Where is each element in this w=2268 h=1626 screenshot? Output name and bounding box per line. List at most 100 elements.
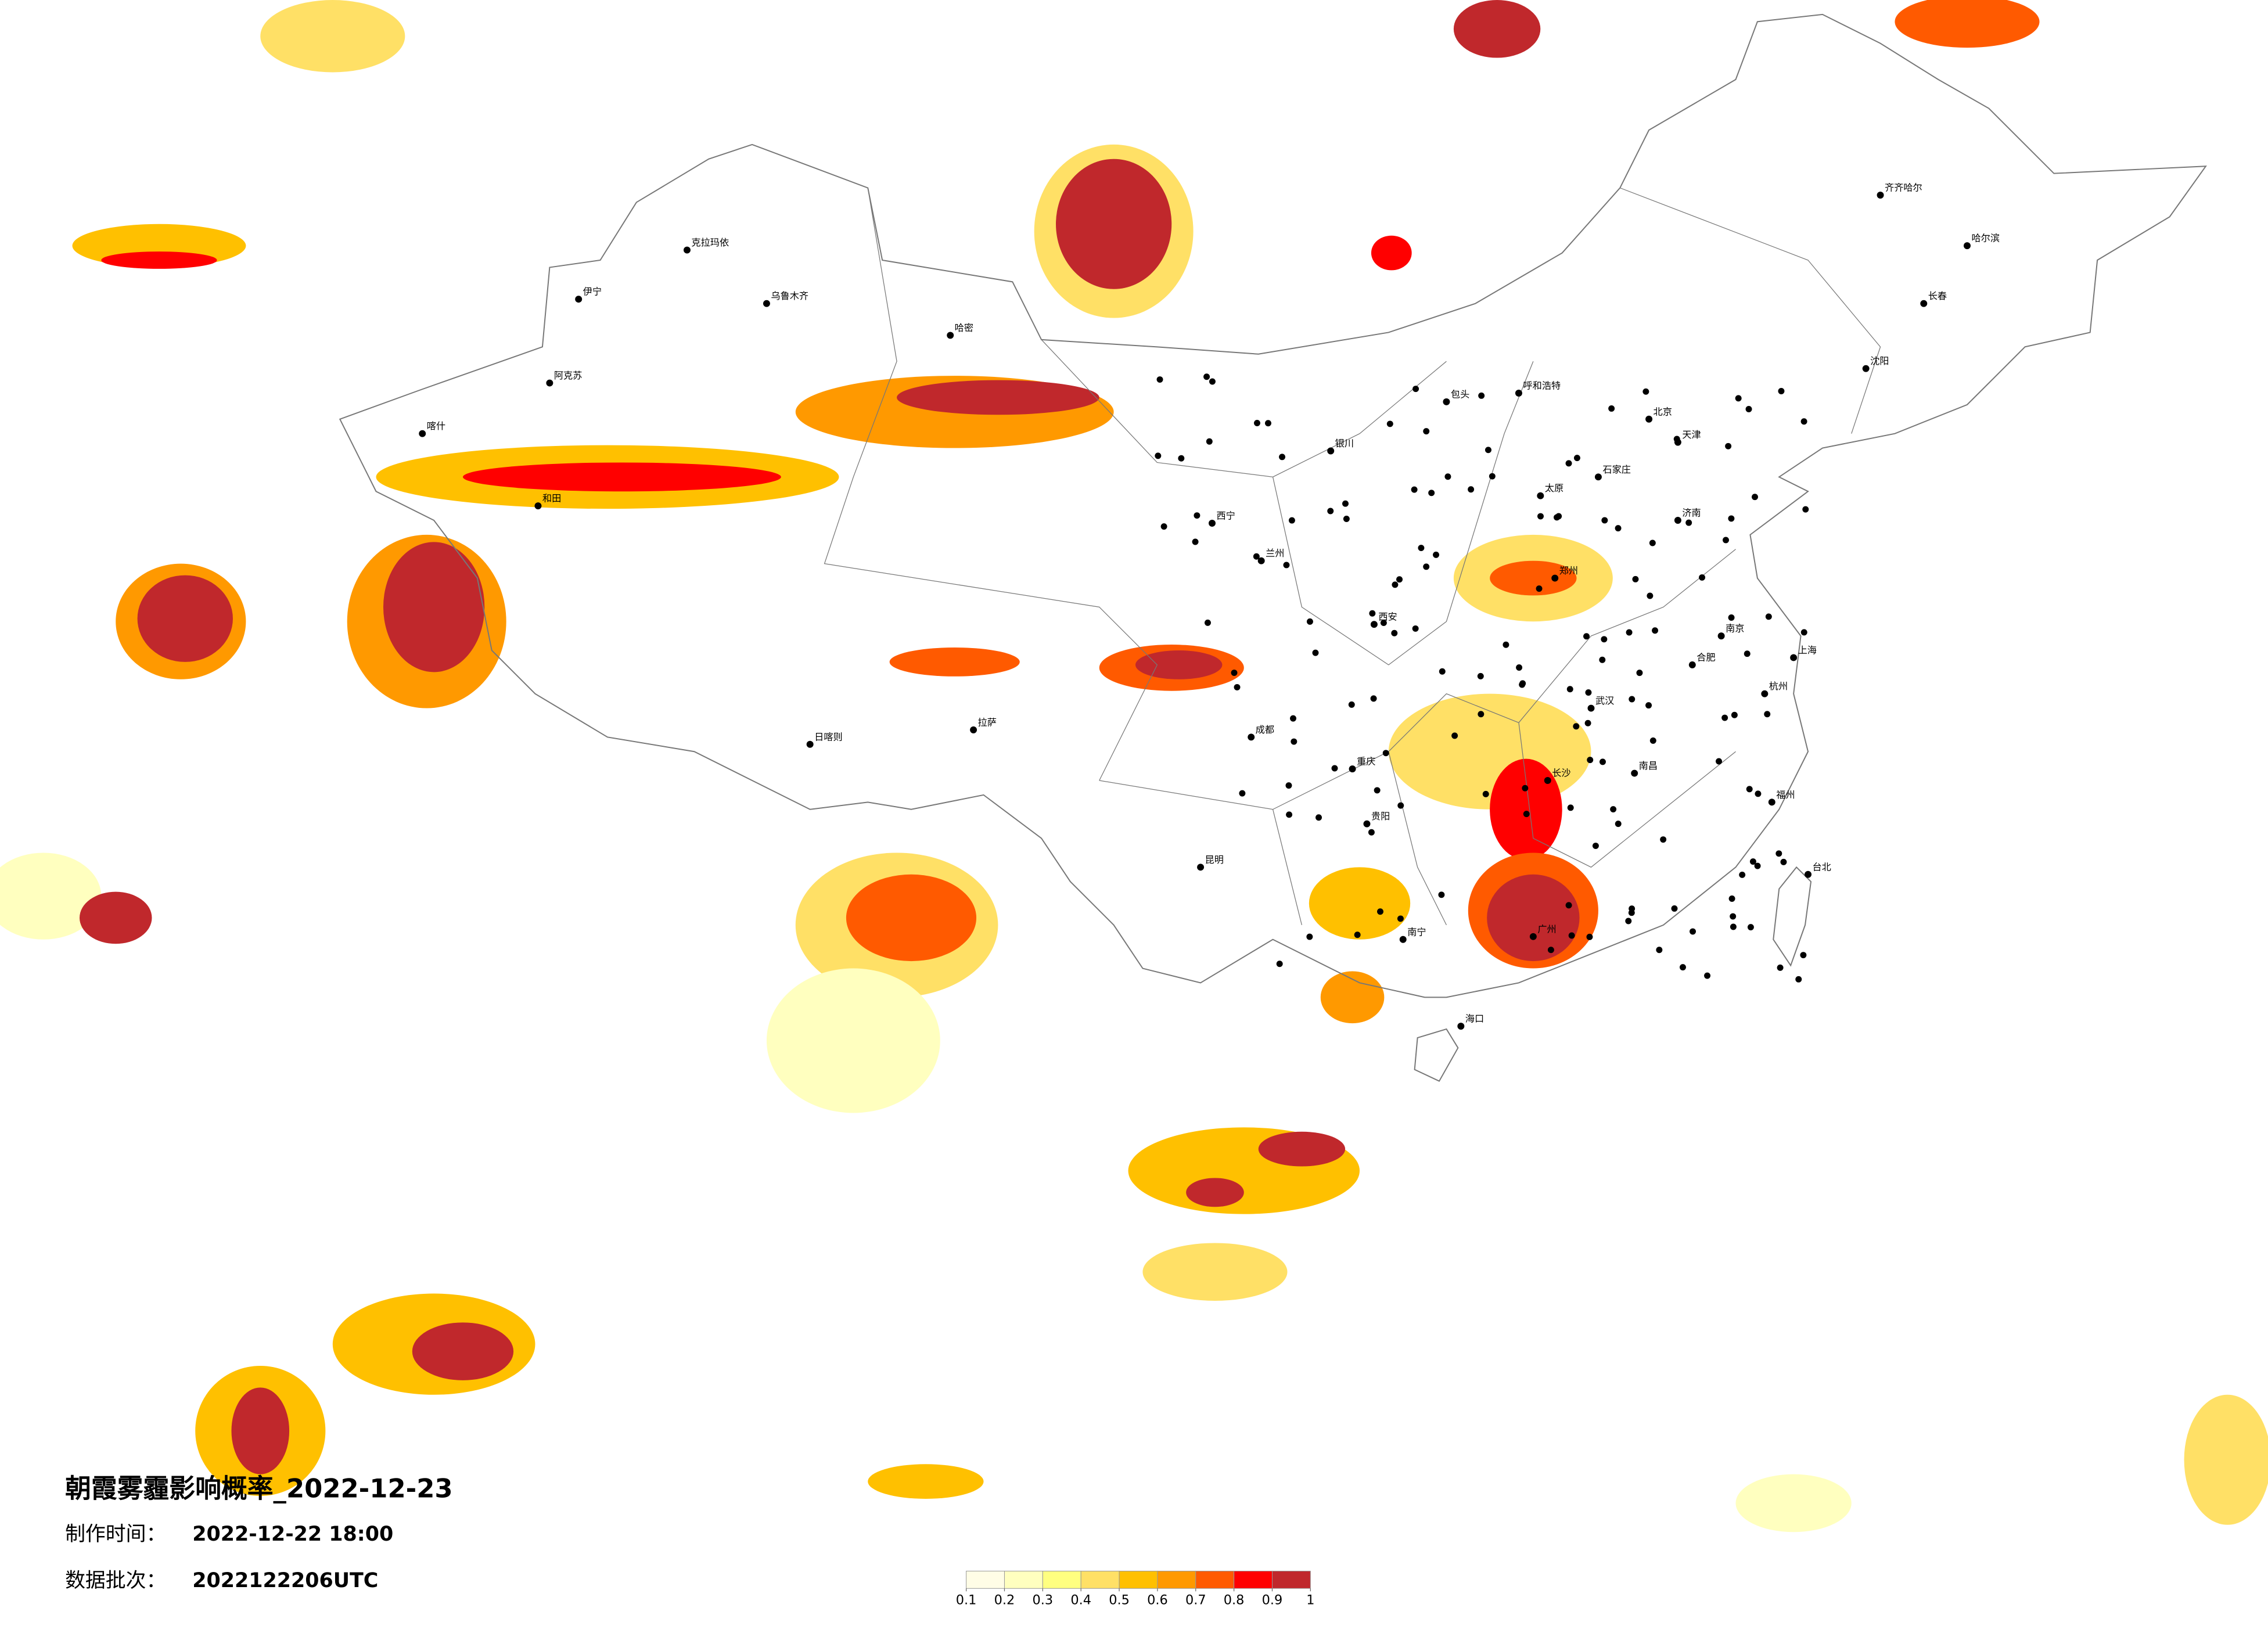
- city-dot: [1752, 494, 1758, 501]
- haze: [889, 647, 1020, 677]
- city-dot: [1544, 777, 1551, 784]
- colorbar-box: [1234, 1570, 1273, 1589]
- city-dot: [1428, 490, 1435, 497]
- city-dot: [1178, 455, 1185, 462]
- city-label: 福州: [1776, 789, 1795, 800]
- colorbar-box: [1004, 1570, 1043, 1589]
- colorbar-tick-label: 0.6: [1147, 1593, 1168, 1608]
- city-label: 成都: [1256, 724, 1274, 735]
- city-dot: [1368, 829, 1375, 836]
- city-dot: [1489, 473, 1496, 480]
- city-label: 南昌: [1639, 760, 1658, 771]
- haze: [383, 542, 485, 672]
- city-label: 长春: [1928, 290, 1947, 301]
- city-dot: [1478, 711, 1485, 718]
- city-dot: [1377, 908, 1383, 915]
- city-dot: [1632, 575, 1639, 582]
- city-dot: [1649, 737, 1656, 744]
- city-dot: [1399, 936, 1407, 943]
- city-dot: [1746, 786, 1753, 793]
- city-dot: [1349, 765, 1356, 773]
- colorbar-tick-label: 0.9: [1262, 1593, 1283, 1608]
- city-dot: [1551, 574, 1559, 582]
- city-dot: [1370, 695, 1377, 702]
- haze: [79, 891, 152, 944]
- city-dot: [1374, 787, 1381, 794]
- city-dot: [1636, 670, 1643, 677]
- colorbar-box: [1042, 1570, 1081, 1589]
- haze: [462, 462, 781, 492]
- colorbar-box: [966, 1570, 1005, 1589]
- city-dot: [1566, 686, 1573, 693]
- city-dot: [1397, 915, 1404, 922]
- city-dot: [1764, 711, 1771, 718]
- city-dot: [1477, 672, 1484, 679]
- colorbar-box: [1157, 1570, 1196, 1589]
- info-label: 制作时间：: [65, 1523, 166, 1546]
- city-dot: [1920, 300, 1928, 307]
- city-dot: [1306, 618, 1313, 625]
- city-label: 沈阳: [1870, 355, 1889, 366]
- haze: [1487, 874, 1580, 962]
- colorbar-box: [1271, 1570, 1311, 1589]
- city-dot: [1257, 557, 1265, 564]
- city-dot: [1674, 438, 1681, 446]
- city-dot: [1369, 610, 1376, 617]
- colorbar-tick-label: 0.1: [956, 1593, 977, 1608]
- haze: [1895, 0, 2040, 48]
- city-dot: [1343, 516, 1350, 522]
- city-dot: [1568, 932, 1575, 939]
- haze: [1735, 1474, 1852, 1533]
- city-dot: [1412, 625, 1419, 632]
- map-title: 朝霞雾霾影响概率_2022-12-23: [65, 1473, 453, 1504]
- city-dot: [1239, 790, 1246, 797]
- city-dot: [1744, 650, 1751, 657]
- city-label: 北京: [1654, 406, 1672, 417]
- city-dot: [1468, 486, 1475, 493]
- haze: [1490, 560, 1577, 596]
- city-dot: [1197, 864, 1205, 871]
- city-dot: [1761, 690, 1769, 697]
- city-dot: [763, 300, 770, 307]
- city-dot: [1652, 627, 1659, 634]
- city-dot: [1728, 895, 1735, 902]
- city-label: 台北: [1813, 861, 1831, 872]
- city-label: 日喀则: [814, 731, 843, 742]
- colorbar-box: [1080, 1570, 1120, 1589]
- colorbar-box: [1195, 1570, 1235, 1589]
- city-dot: [1790, 654, 1798, 661]
- city-dot: [1396, 576, 1403, 583]
- city-dot: [1573, 455, 1580, 462]
- city-label: 济南: [1682, 508, 1701, 519]
- city-dot: [1354, 931, 1361, 938]
- city-dot: [1586, 933, 1593, 940]
- city-dot: [1443, 398, 1450, 405]
- colorbar-box: [1119, 1570, 1158, 1589]
- city-dot: [1248, 733, 1255, 741]
- city-dot: [1805, 870, 1812, 878]
- city-dot: [1862, 365, 1870, 372]
- city-dot: [1327, 447, 1335, 455]
- city-dot: [1253, 420, 1260, 427]
- city-label: 乌鲁木齐: [771, 290, 808, 301]
- city-label: 包头: [1451, 388, 1469, 400]
- city-dot: [1704, 972, 1711, 979]
- city-dot: [1291, 738, 1297, 745]
- haze: [231, 1387, 290, 1474]
- city-dot: [1777, 964, 1784, 971]
- city-dot: [1565, 460, 1572, 467]
- city-dot: [1725, 443, 1732, 449]
- city-dot: [1587, 704, 1595, 712]
- city-dot: [1717, 632, 1725, 640]
- city-dot: [1392, 581, 1399, 588]
- city-dot: [1382, 750, 1389, 757]
- city-dot: [419, 430, 426, 437]
- city-dot: [1645, 702, 1652, 709]
- city-dot: [1206, 438, 1213, 445]
- city-dot: [1780, 858, 1787, 865]
- city-dot: [1768, 798, 1775, 806]
- city-dot: [1656, 947, 1663, 954]
- city-dot: [1203, 373, 1210, 380]
- city-label: 银川: [1335, 438, 1354, 449]
